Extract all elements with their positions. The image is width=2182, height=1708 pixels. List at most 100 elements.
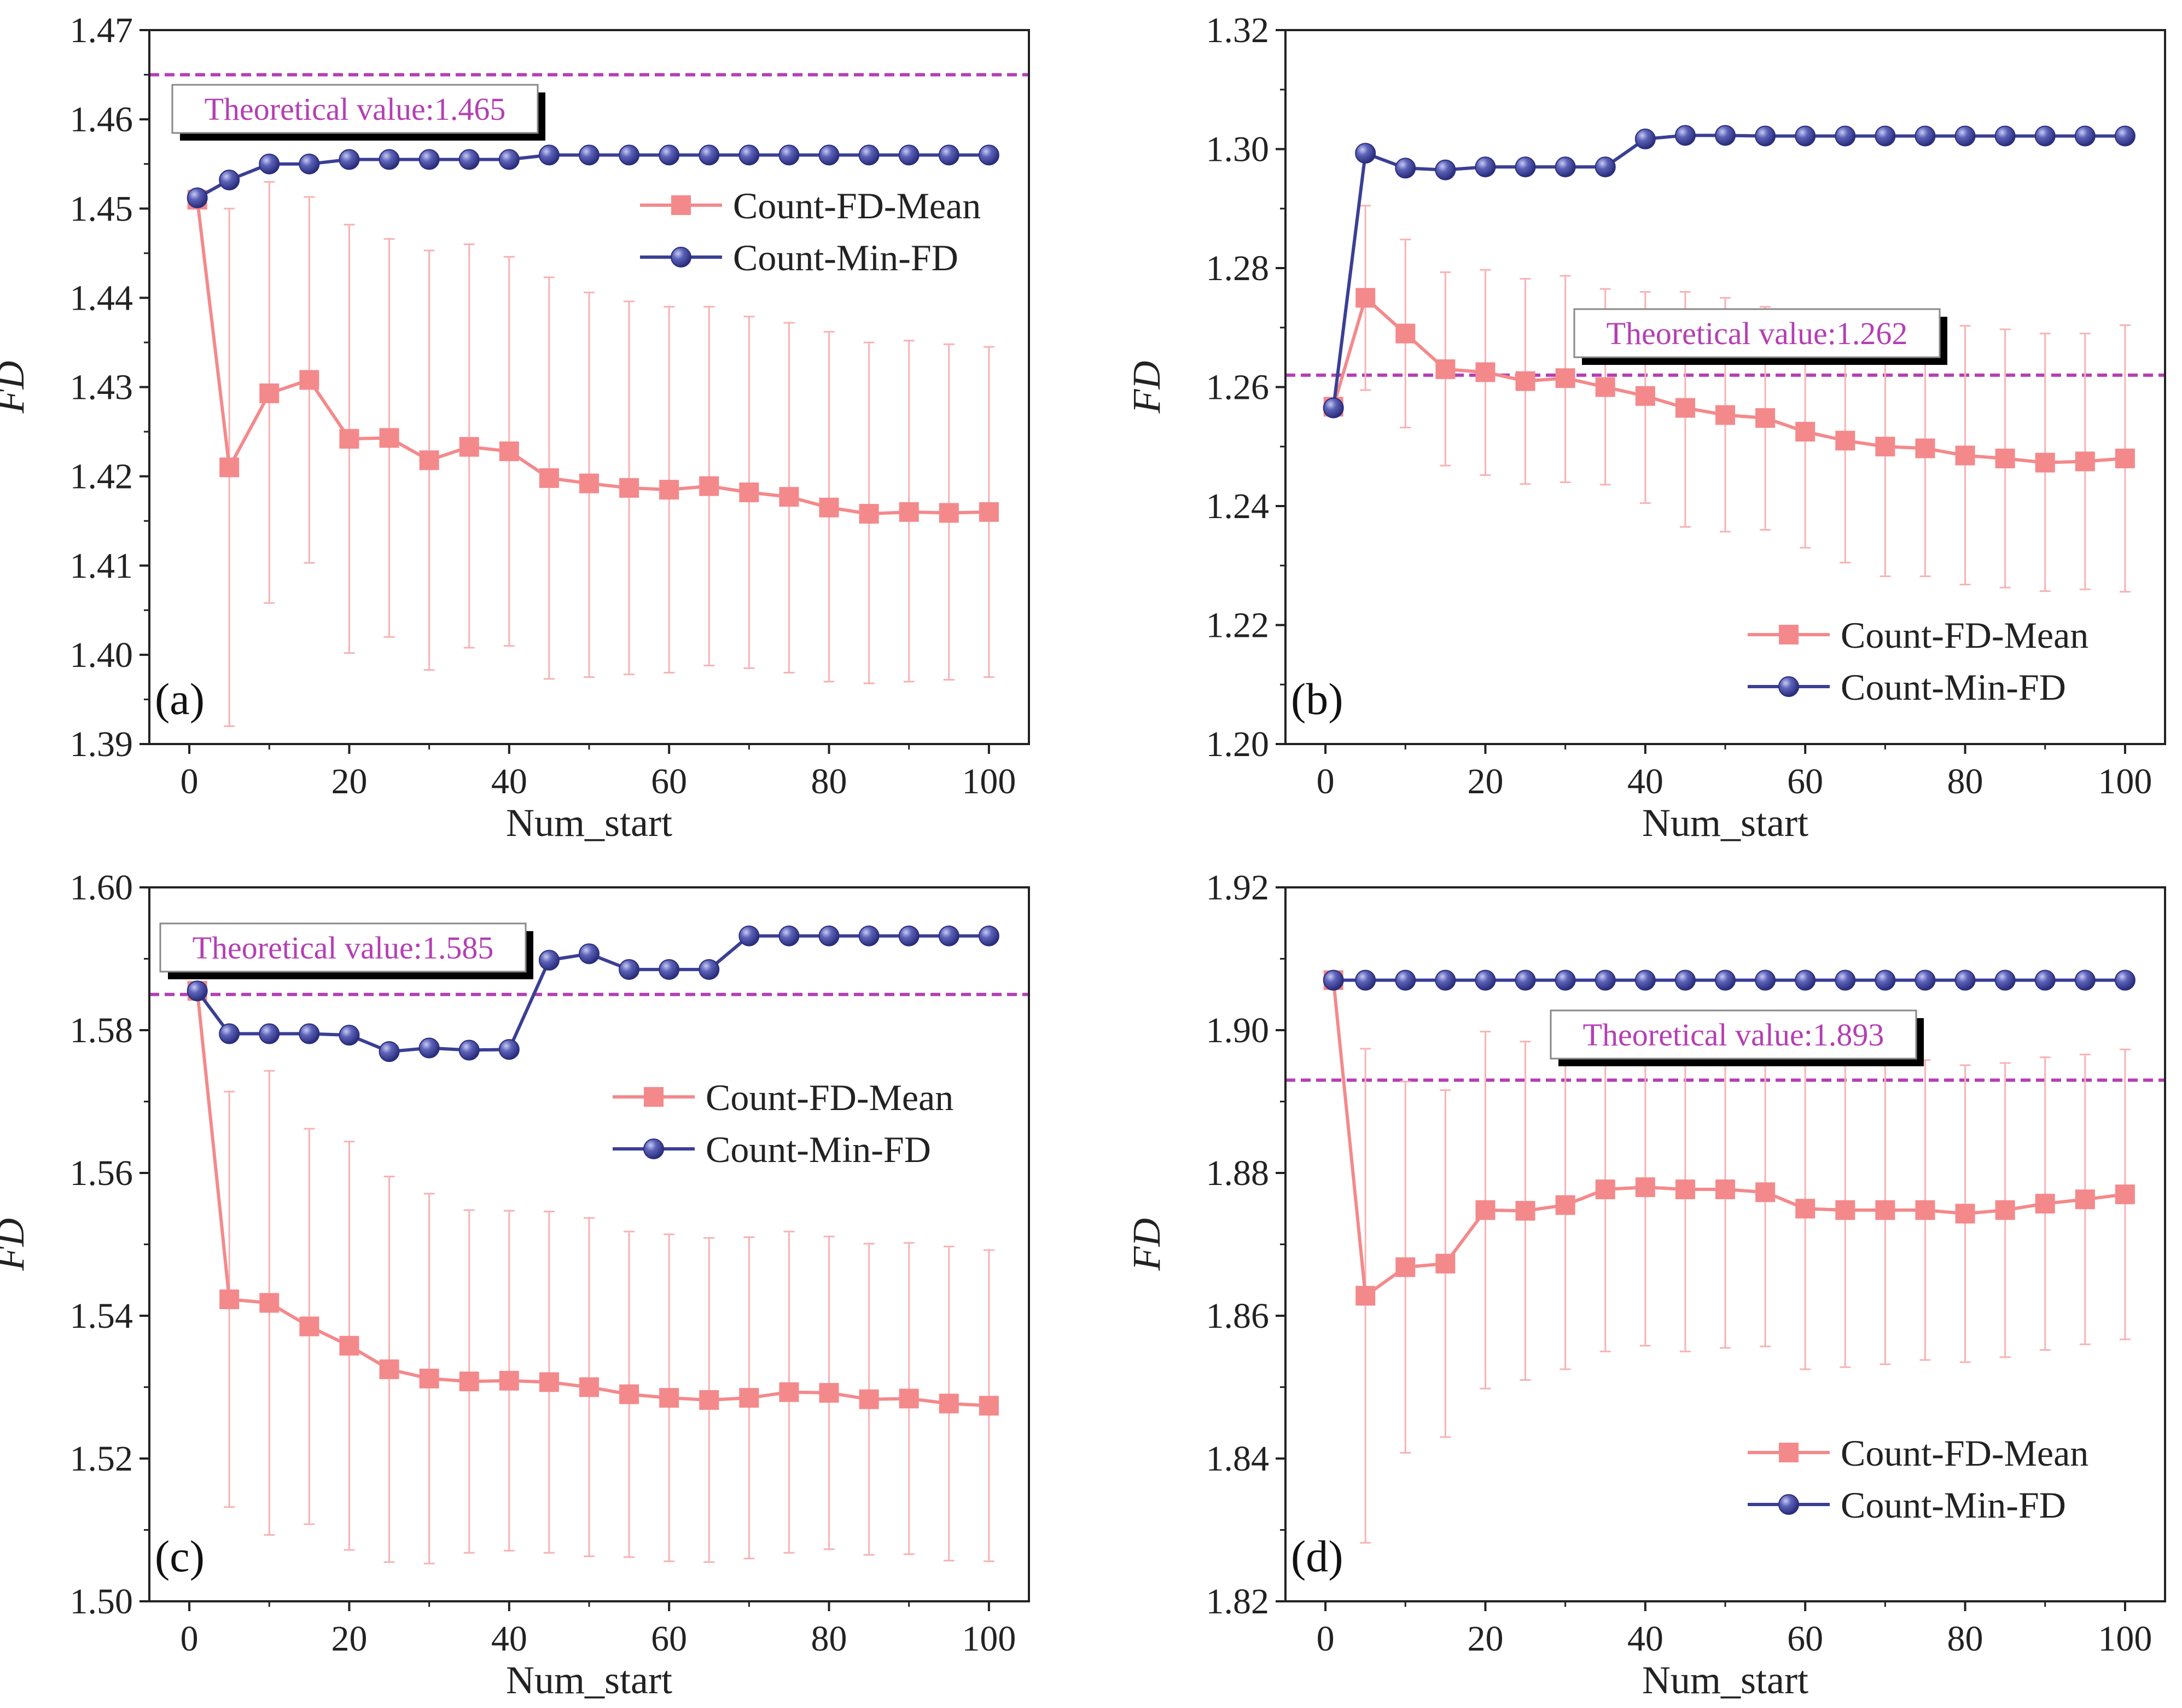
data-point	[419, 450, 439, 470]
data-point	[2075, 451, 2095, 472]
data-point	[1395, 323, 1416, 344]
data-point	[259, 383, 280, 403]
x-tick-label: 80	[1947, 762, 1983, 801]
box-background	[1550, 1009, 1917, 1060]
data-point	[2075, 1189, 2095, 1210]
data-point	[1635, 1177, 1655, 1198]
data-point	[219, 457, 240, 478]
data-point	[1755, 408, 1776, 428]
y-tick-label: 1.92	[1206, 868, 1270, 908]
data-point	[659, 480, 679, 500]
legend-label: Count-FD-Mean	[733, 185, 981, 226]
y-tick-label: 1.86	[1206, 1296, 1270, 1336]
y-tick-label: 1.26	[1206, 368, 1270, 408]
data-point	[979, 502, 999, 522]
y-tick-label: 1.52	[70, 1439, 133, 1479]
data-point	[1395, 158, 1416, 179]
y-tick-label: 1.47	[70, 10, 133, 50]
data-point	[1515, 371, 1535, 391]
legend: Count-FD-Mean Count-Min-FD	[640, 185, 981, 278]
data-point	[1355, 143, 1376, 164]
data-point	[539, 468, 559, 488]
data-point	[579, 1377, 599, 1397]
legend-label: Count-Min-FD	[733, 237, 958, 278]
data-point	[859, 1389, 879, 1409]
data-point	[778, 144, 800, 166]
y-tick-label: 1.24	[1206, 486, 1270, 526]
data-point	[1955, 445, 1975, 466]
data-point	[1675, 398, 1695, 418]
x-tick-label: 100	[962, 762, 1016, 801]
y-tick-label: 1.54	[70, 1296, 133, 1336]
data-point	[1674, 125, 1696, 146]
data-point	[1555, 1195, 1575, 1215]
box-background	[159, 922, 527, 973]
data-point	[1835, 125, 1856, 147]
data-point	[1755, 1182, 1776, 1202]
data-point	[1323, 969, 1344, 991]
x-tick-label: 80	[811, 762, 847, 801]
data-point	[659, 1388, 679, 1408]
x-axis-title: Num_start	[1642, 801, 1808, 845]
theoretical-value-label: Theoretical value:1.585	[193, 930, 494, 966]
data-point	[1715, 1180, 1735, 1200]
data-point	[1555, 969, 1576, 991]
box-background	[171, 84, 539, 134]
data-point	[1954, 969, 1976, 991]
x-tick-label: 80	[811, 1619, 847, 1659]
data-point	[299, 370, 319, 390]
data-point	[538, 144, 560, 166]
data-point	[858, 925, 880, 946]
data-point	[339, 1335, 359, 1356]
data-point	[1515, 156, 1536, 178]
data-point	[2034, 969, 2056, 991]
data-point	[379, 149, 400, 170]
data-point	[1435, 159, 1456, 181]
data-point	[1915, 1200, 1935, 1220]
legend-label: Count-FD-Mean	[706, 1077, 953, 1118]
panel-label: (c)	[155, 1531, 205, 1581]
x-tick-label: 20	[331, 762, 367, 801]
chart-panel-c: 1.50 1.52 1.54 1.56 1.58 1.60 0 20 40 60 80 100 Num_…	[0, 868, 1030, 1702]
x-tick-label: 40	[1627, 762, 1663, 801]
legend-circle-icon	[643, 1138, 664, 1159]
theoretical-value-box: Theoretical value:1.585	[159, 922, 533, 979]
data-point	[1355, 288, 1376, 308]
data-point	[579, 943, 600, 965]
box-background	[1573, 308, 1941, 358]
theoretical-value-box: Theoretical value:1.465	[171, 84, 545, 141]
data-point	[1634, 129, 1656, 150]
data-point	[2074, 125, 2096, 147]
data-point	[859, 504, 879, 524]
data-point	[819, 1382, 839, 1403]
data-point	[219, 1289, 240, 1309]
data-point	[1555, 368, 1575, 388]
x-tick-label: 100	[2098, 1619, 2152, 1659]
theoretical-value-box: Theoretical value:1.262	[1573, 308, 1947, 365]
data-point	[538, 950, 560, 971]
data-point	[1915, 438, 1935, 458]
data-point	[939, 503, 959, 523]
data-point	[499, 1370, 519, 1391]
y-tick-label: 1.58	[70, 1010, 133, 1050]
x-axis-title: Num_start	[1642, 1658, 1808, 1702]
x-tick-label: 20	[1467, 1619, 1503, 1659]
data-point	[1395, 969, 1416, 991]
data-point	[418, 1037, 440, 1059]
panel-label: (d)	[1291, 1531, 1343, 1581]
data-point	[819, 497, 839, 518]
data-point	[739, 1388, 759, 1408]
legend-circle-icon	[671, 247, 691, 268]
y-tick-label: 1.22	[1206, 606, 1270, 646]
y-tick-label: 1.39	[70, 724, 133, 764]
data-point	[978, 925, 999, 946]
legend: Count-FD-Mean Count-Min-FD	[613, 1077, 953, 1170]
x-tick-label: 40	[491, 1619, 527, 1659]
series-line	[195, 990, 990, 1408]
data-point	[419, 1368, 439, 1389]
data-point	[699, 959, 720, 980]
data-point	[1595, 377, 1615, 397]
data-point	[1715, 969, 1736, 991]
y-axis-title: FD	[0, 1218, 32, 1271]
